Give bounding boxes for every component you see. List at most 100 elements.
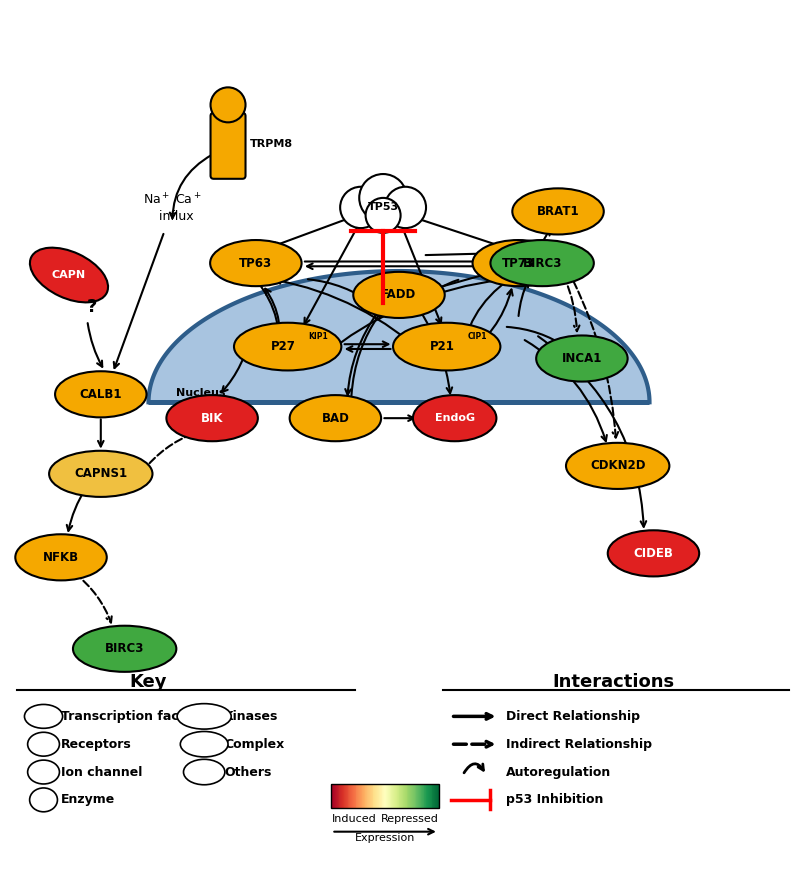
Ellipse shape (184, 759, 225, 785)
Text: P27: P27 (271, 340, 296, 353)
Bar (379, 784, 380, 808)
Bar (417, 784, 418, 808)
Bar (399, 784, 401, 808)
Text: Expression: Expression (355, 833, 415, 843)
Bar (422, 784, 423, 808)
Bar (365, 784, 366, 808)
Text: BAD: BAD (322, 412, 350, 425)
Bar (350, 784, 351, 808)
Text: Transcription factors: Transcription factors (61, 710, 207, 723)
Bar (377, 784, 378, 808)
Bar (380, 784, 381, 808)
Bar (342, 784, 343, 808)
Text: NFKB: NFKB (43, 551, 79, 564)
Bar (393, 784, 394, 808)
Bar (435, 784, 436, 808)
Bar (429, 784, 430, 808)
Bar (423, 784, 424, 808)
Bar (386, 784, 387, 808)
Bar (405, 784, 406, 808)
Bar (335, 784, 336, 808)
Bar (438, 784, 439, 808)
Bar (421, 784, 422, 808)
Bar (371, 784, 372, 808)
Ellipse shape (180, 731, 228, 757)
Bar (387, 784, 388, 808)
Bar (416, 784, 417, 808)
Bar (375, 784, 376, 808)
Text: EndoG: EndoG (435, 413, 475, 423)
Text: FADD: FADD (381, 288, 417, 301)
Bar (360, 784, 361, 808)
Bar (402, 784, 403, 808)
Ellipse shape (25, 705, 62, 728)
Bar (390, 784, 391, 808)
Bar (396, 784, 397, 808)
Text: Autoregulation: Autoregulation (507, 765, 611, 779)
Bar (385, 784, 386, 808)
Bar (369, 784, 370, 808)
Ellipse shape (491, 240, 594, 286)
Bar (358, 784, 359, 808)
Bar (424, 784, 425, 808)
Bar (345, 784, 346, 808)
Circle shape (211, 87, 246, 122)
Text: Ion channel: Ion channel (61, 765, 142, 779)
Text: CIDEB: CIDEB (634, 547, 674, 560)
Bar (391, 784, 393, 808)
Bar (401, 784, 402, 808)
Ellipse shape (354, 272, 444, 318)
Bar (418, 784, 419, 808)
Text: Interactions: Interactions (553, 673, 675, 690)
Bar (378, 784, 379, 808)
Text: CALB1: CALB1 (80, 388, 122, 401)
Ellipse shape (28, 760, 59, 784)
Bar (398, 784, 399, 808)
Bar (382, 784, 383, 808)
Bar (332, 784, 334, 808)
Ellipse shape (536, 335, 627, 382)
Bar (344, 784, 345, 808)
Bar (364, 784, 365, 808)
Ellipse shape (55, 371, 147, 417)
Text: KIP1: KIP1 (308, 332, 328, 341)
Text: CIP1: CIP1 (467, 332, 487, 341)
Bar (354, 784, 356, 808)
Bar (437, 784, 438, 808)
Text: BIK: BIK (201, 412, 223, 425)
Bar (361, 784, 363, 808)
Bar (428, 784, 429, 808)
Ellipse shape (472, 240, 564, 286)
Bar (397, 784, 398, 808)
Bar (366, 784, 367, 808)
Bar (349, 784, 350, 808)
Text: p53 Inhibition: p53 Inhibition (507, 793, 604, 806)
Bar (336, 784, 337, 808)
Ellipse shape (234, 323, 342, 370)
Ellipse shape (73, 625, 176, 672)
Bar (395, 784, 396, 808)
Ellipse shape (167, 395, 258, 442)
Bar (431, 784, 432, 808)
Bar (337, 784, 338, 808)
Bar (432, 784, 433, 808)
Bar (383, 784, 384, 808)
Text: Key: Key (130, 673, 168, 690)
Bar (331, 784, 439, 808)
Bar (433, 784, 434, 808)
Bar (370, 784, 371, 808)
Ellipse shape (608, 530, 699, 576)
Text: Repressed: Repressed (381, 814, 439, 824)
Text: Induced: Induced (331, 814, 376, 824)
Text: Enzyme: Enzyme (61, 793, 115, 806)
Bar (376, 784, 377, 808)
Text: TP63: TP63 (239, 257, 272, 269)
Bar (384, 784, 385, 808)
Text: INCA1: INCA1 (562, 352, 602, 365)
Bar (347, 784, 349, 808)
Text: CAPNS1: CAPNS1 (74, 467, 128, 480)
Ellipse shape (49, 450, 152, 497)
Circle shape (340, 186, 381, 228)
Bar (346, 784, 347, 808)
Text: TRPM8: TRPM8 (251, 139, 294, 149)
